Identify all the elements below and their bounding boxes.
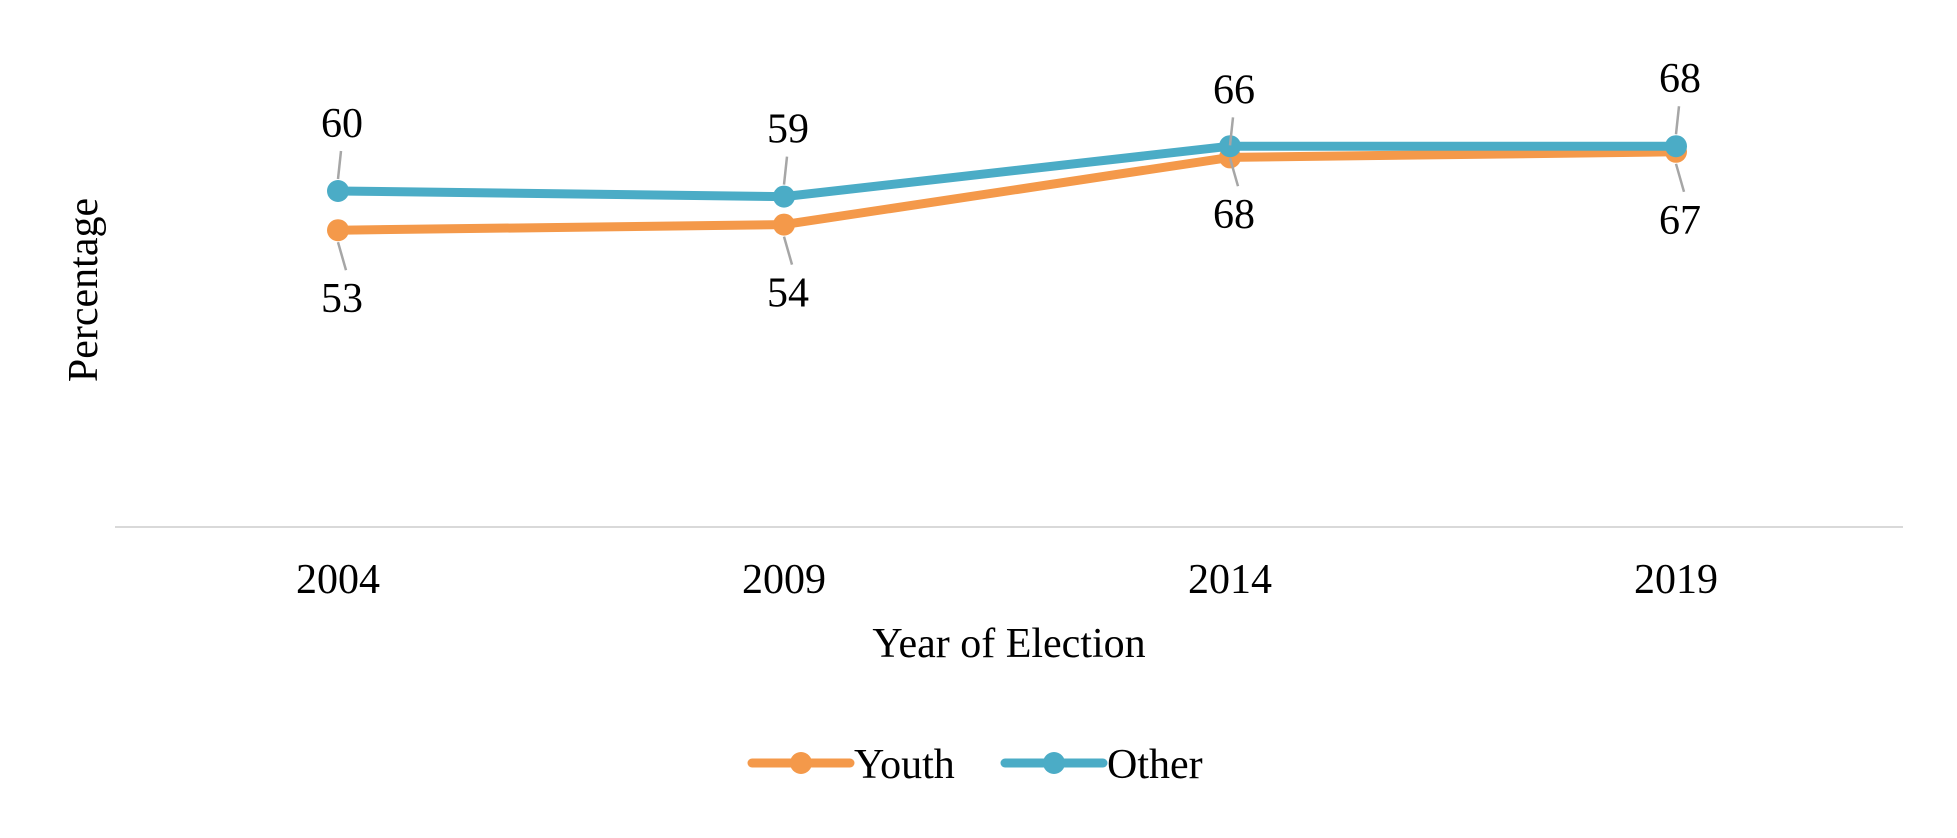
data-point — [773, 213, 795, 236]
legend-item-other: Other — [1000, 742, 1203, 788]
leader-line — [1228, 117, 1235, 146]
data-label: 60 — [321, 101, 363, 147]
data-point — [327, 219, 349, 242]
series-line — [333, 141, 1681, 202]
leader-line — [782, 236, 794, 265]
series-line — [333, 147, 1681, 235]
series-other — [327, 135, 1687, 208]
y-axis-title: Percentage — [61, 198, 107, 382]
leader-line — [1674, 163, 1686, 193]
data-point — [327, 180, 349, 202]
data-label: 67 — [1659, 198, 1701, 244]
x-tick-labels: 2004 2009 2014 2019 — [296, 557, 1718, 603]
legend-swatch-marker — [1043, 752, 1065, 774]
data-label: 66 — [1213, 67, 1255, 113]
data-labels: 53 54 66 67 60 59 68 68 — [321, 56, 1701, 322]
data-label: 68 — [1659, 56, 1701, 102]
legend-item-youth: Youth — [747, 742, 955, 788]
series-layer — [327, 135, 1687, 242]
leader-line — [336, 150, 343, 180]
data-label: 54 — [767, 271, 809, 317]
data-label: 68 — [1213, 192, 1255, 238]
x-tick-label: 2004 — [296, 557, 380, 603]
x-tick-label: 2014 — [1188, 557, 1272, 603]
leader-line — [336, 241, 348, 271]
x-tick-label: 2019 — [1634, 557, 1718, 603]
legend-swatch-marker — [790, 752, 812, 774]
legend-label: Other — [1107, 742, 1203, 788]
leader-line — [1228, 157, 1240, 187]
data-point — [1665, 135, 1687, 158]
leader-line — [782, 156, 789, 185]
x-axis-title: Year of Election — [872, 621, 1145, 667]
data-point — [1219, 135, 1241, 158]
legend-label: Youth — [854, 742, 955, 788]
x-tick-label: 2009 — [742, 557, 826, 603]
data-label: 53 — [321, 276, 363, 322]
legend: Youth Other — [747, 742, 1203, 788]
data-label: 59 — [767, 107, 809, 153]
leader-line — [1674, 106, 1681, 135]
data-point — [773, 185, 795, 208]
